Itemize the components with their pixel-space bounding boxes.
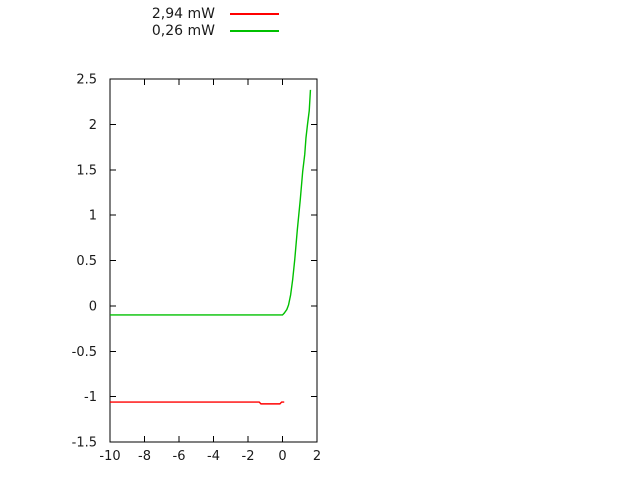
legend-label: 2,94 mW [151,5,215,22]
y-tick-label: -1.5 [72,436,97,451]
x-tick-label: 2 [313,449,321,464]
legend-label: 0,26 mW [151,22,215,39]
x-tick-label: -2 [242,449,255,464]
y-tick-label: 1 [89,209,97,224]
x-tick-label: 0 [278,449,286,464]
legend: 2,94 mW 0,26 mW [118,5,279,39]
x-tick-label: -4 [207,449,220,464]
y-tick-label: 2.5 [76,73,97,88]
x-tick-label: -8 [138,449,151,464]
plot-border [109,78,318,443]
series-line-0 [110,401,285,405]
y-tick-label: 2 [89,118,97,133]
legend-line-sample-red [230,12,279,15]
y-tick-label: 1.5 [76,163,97,178]
y-tick-label: -0.5 [72,345,97,360]
y-tick-label: 0.5 [76,254,97,269]
y-tick-label: -1 [84,390,97,405]
x-tick-label: -6 [173,449,186,464]
x-tick-label: -10 [99,449,120,464]
legend-entry: 0,26 mW [118,22,279,39]
series-line-1 [110,89,312,316]
legend-entry: 2,94 mW [118,5,279,22]
y-tick-label: 0 [89,299,97,314]
legend-line-sample-green [230,29,279,32]
